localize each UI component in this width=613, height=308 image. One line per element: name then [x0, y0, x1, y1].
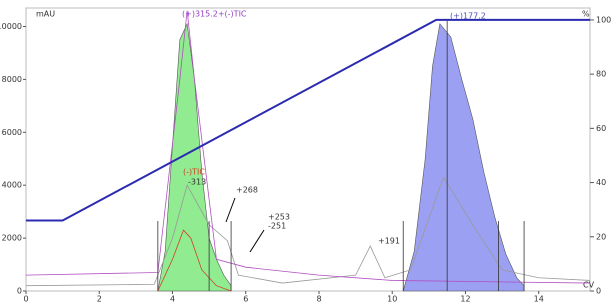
arrow: [249, 229, 265, 253]
series-line: [25, 176, 591, 287]
x-tick-label: 8: [316, 295, 321, 304]
annotation: +268: [236, 186, 258, 195]
annotation: -313: [188, 178, 206, 187]
peak-label: (+)315.2+(-)TIC: [182, 10, 247, 19]
y-tick-label: 6000: [2, 128, 22, 137]
y-tick-label: 0: [17, 287, 22, 296]
series-line: [26, 18, 590, 222]
x-tick-label: 6: [243, 295, 248, 304]
arrows: [225, 197, 265, 253]
x-tick-label: 12: [460, 295, 470, 304]
corner-label: CV: [583, 281, 595, 290]
y2-tick-label: 20: [596, 232, 606, 241]
plot-area: [25, 7, 591, 292]
annotation: -251: [268, 222, 286, 231]
x-tick-label: 10: [387, 295, 397, 304]
arrow: [225, 197, 236, 223]
y-axis-label: mAU: [36, 10, 55, 19]
y2-tick-label: 60: [596, 124, 606, 133]
x-tick-label: 2: [97, 295, 102, 304]
peak-label: (-)TIC: [183, 168, 205, 177]
annotation: +191: [378, 237, 400, 246]
series-line: [157, 229, 232, 292]
x-tick-label: 4: [170, 295, 175, 304]
y2-tick-label: 0: [596, 287, 601, 296]
y-tick-label: 4000: [2, 181, 22, 190]
x-tick-label: 14: [534, 295, 544, 304]
peak-label: (+)177.2: [450, 12, 486, 21]
peak-area: [402, 23, 525, 292]
series-line: [25, 10, 591, 284]
y2-tick-label: 80: [596, 70, 606, 79]
annotation: +253: [268, 213, 290, 222]
y-tick-label: 8000: [2, 75, 22, 84]
y2-axis-label: %: [582, 10, 590, 19]
y-tick-label: 2000: [2, 234, 22, 243]
y2-tick-label: 100: [596, 15, 611, 24]
y-tick-label: 10000: [0, 22, 22, 31]
x-tick-label: 0: [23, 295, 28, 304]
y2-tick-label: 40: [596, 178, 606, 187]
